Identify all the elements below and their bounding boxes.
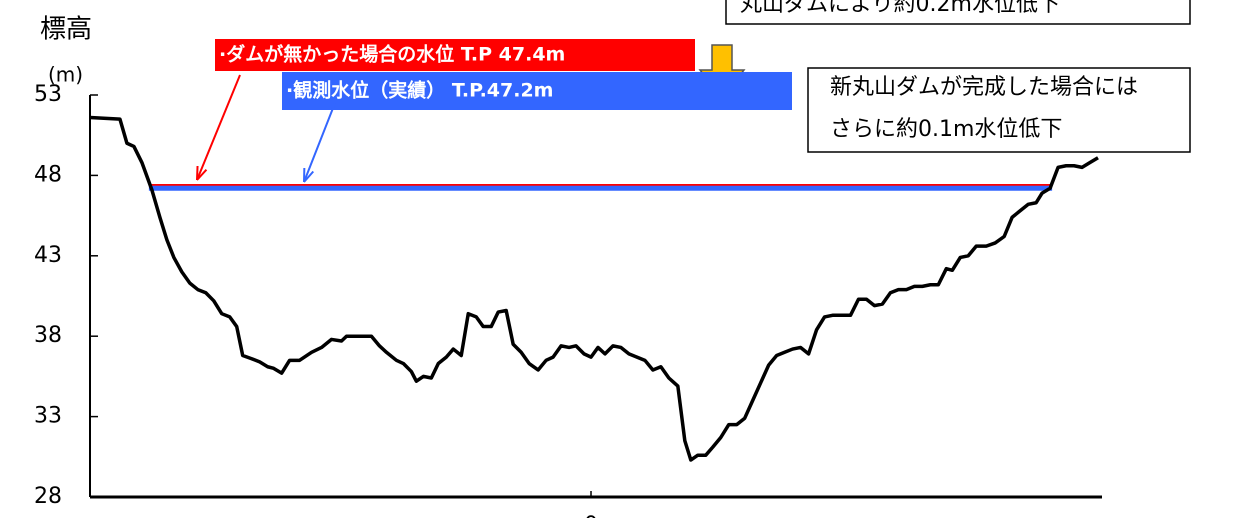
y-axis-unit: (m) [48, 63, 83, 87]
level-label-box [282, 72, 792, 110]
y-tick-label: 53 [34, 82, 62, 107]
y-tick-label: 48 [34, 162, 62, 187]
y-tick-label: 28 [34, 484, 62, 509]
y-axis-label: 標高 [40, 15, 92, 45]
pointer [196, 74, 241, 181]
pointer-head [196, 165, 208, 181]
pointer [303, 102, 336, 183]
level-label: ·観測水位（実績） T.P.47.2m [286, 79, 553, 102]
pointer-head [303, 167, 315, 183]
level-label: ·ダムが無かった場合の水位 T.P 47.4m [219, 43, 565, 66]
y-tick-label: 43 [34, 243, 62, 268]
level-label-box [215, 39, 695, 71]
x-tick-label: 0 [584, 513, 598, 518]
profile-line [89, 115, 1099, 462]
annotation: さらに約0.1m水位低下 [830, 117, 1062, 142]
y-tick-label: 38 [34, 323, 62, 348]
annotation: 丸山ダムにより約0.2m水位低下 [740, 0, 1060, 17]
y-tick-label: 33 [34, 404, 62, 429]
annotation-box [725, 0, 1191, 25]
annotation: 新丸山ダムが完成した場合には [830, 75, 1138, 100]
annotation-box [807, 67, 1191, 153]
